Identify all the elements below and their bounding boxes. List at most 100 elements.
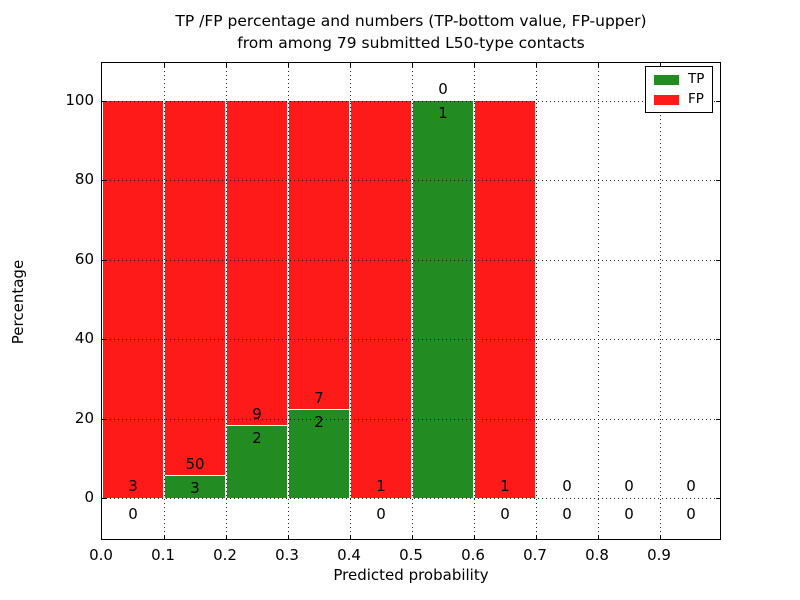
tp-count-label: 0 xyxy=(128,505,138,523)
bar-fp-segment xyxy=(289,101,349,409)
gridline-horizontal xyxy=(102,101,720,102)
legend: TP FP xyxy=(645,66,714,113)
tick-mark xyxy=(474,63,475,67)
fp-count-label: 0 xyxy=(438,80,448,98)
tick-mark xyxy=(102,101,106,102)
fp-count-label: 3 xyxy=(128,477,138,495)
tp-count-label: 0 xyxy=(624,505,634,523)
tick-mark xyxy=(598,535,599,539)
bar-tp-segment xyxy=(165,475,225,498)
gridline-vertical xyxy=(412,63,413,539)
x-tick-label: 0.4 xyxy=(337,546,361,564)
x-tick-label: 0.7 xyxy=(523,546,547,564)
x-tick-label: 0.6 xyxy=(461,546,485,564)
y-tick-label: 100 xyxy=(65,91,94,109)
tp-count-label: 2 xyxy=(252,428,262,447)
tp-count-label: 1 xyxy=(438,104,448,122)
tick-mark xyxy=(164,535,165,539)
chart-title-line-1: TP /FP percentage and numbers (TP-bottom… xyxy=(175,12,647,30)
tick-mark xyxy=(102,180,106,182)
gridline-vertical xyxy=(474,63,475,539)
tick-mark xyxy=(536,535,537,539)
fp-count-label: 0 xyxy=(562,477,572,495)
tp-count-label: 3 xyxy=(190,478,200,497)
tick-mark xyxy=(716,339,720,341)
tick-mark xyxy=(350,63,351,67)
fp-count-label: 7 xyxy=(314,388,324,407)
bar-fp-segment xyxy=(165,101,225,475)
tick-mark xyxy=(716,418,720,420)
gridline-vertical xyxy=(164,63,165,539)
tp-count-label: 2 xyxy=(314,412,324,431)
bar-fp-segment xyxy=(227,101,287,425)
bar-fp-segment xyxy=(475,101,535,498)
plot-area: 3 0 50 3 9 2 7 2 1 0 0 1 1 0 0 0 0 0 0 0 xyxy=(101,62,721,540)
bar-fp-segment xyxy=(103,101,163,498)
gridline-vertical xyxy=(536,63,537,539)
gridline-horizontal xyxy=(102,180,720,182)
tick-mark xyxy=(660,63,661,67)
bar-tp-segment xyxy=(289,409,349,498)
y-tick-label: 0 xyxy=(84,488,94,506)
tick-mark xyxy=(598,63,599,67)
chart-title-line-2: from among 79 submitted L50-type contact… xyxy=(237,34,585,52)
chart-title: TP /FP percentage and numbers (TP-bottom… xyxy=(101,10,721,54)
fp-count-label: 50 xyxy=(185,454,205,473)
gridline-horizontal xyxy=(102,498,720,499)
tick-mark xyxy=(536,63,537,67)
tick-mark xyxy=(164,63,165,67)
y-tick-label: 80 xyxy=(74,170,94,189)
tick-mark xyxy=(226,63,227,67)
legend-entry-fp: FP xyxy=(654,92,704,107)
x-tick-label: 0.0 xyxy=(89,546,113,564)
x-tick-label: 0.8 xyxy=(585,546,609,564)
x-tick-label: 0.9 xyxy=(647,546,671,564)
legend-swatch-fp xyxy=(654,94,679,105)
tick-mark xyxy=(226,535,227,539)
tick-mark xyxy=(102,259,106,261)
bar-tp-segment xyxy=(227,425,287,498)
legend-label-fp: FP xyxy=(688,91,704,107)
x-tick-label: 0.2 xyxy=(213,546,237,564)
tick-mark xyxy=(716,259,720,261)
tick-mark xyxy=(102,418,106,420)
y-tick-label: 40 xyxy=(74,329,94,348)
bar-tp-segment xyxy=(413,101,473,498)
tp-count-label: 0 xyxy=(562,505,572,523)
legend-label-tp: TP xyxy=(688,71,705,87)
gridline-vertical xyxy=(598,63,599,539)
fp-count-label: 1 xyxy=(376,477,386,495)
y-axis-label: Percentage xyxy=(9,259,27,345)
bar-fp-segment xyxy=(351,101,411,498)
tick-mark xyxy=(660,535,661,539)
fp-count-label: 1 xyxy=(500,477,510,495)
gridline-vertical xyxy=(350,63,351,539)
tp-count-label: 0 xyxy=(376,505,386,523)
tick-mark xyxy=(474,535,475,539)
y-tick-label: 60 xyxy=(74,249,94,268)
x-tick-label: 0.1 xyxy=(151,546,175,564)
tick-mark xyxy=(716,101,720,102)
x-tick-label: 0.5 xyxy=(399,546,423,564)
x-tick-label: 0.3 xyxy=(275,546,299,564)
gridline-vertical xyxy=(660,63,661,539)
tick-mark xyxy=(102,339,106,341)
gridline-horizontal xyxy=(102,339,720,341)
gridline-vertical xyxy=(288,63,289,539)
tick-mark xyxy=(716,180,720,182)
fp-count-label: 9 xyxy=(252,404,262,423)
gridline-horizontal xyxy=(102,259,720,261)
tp-count-label: 0 xyxy=(500,505,510,523)
tick-mark xyxy=(102,498,106,499)
gridline-horizontal xyxy=(102,418,720,420)
tick-mark xyxy=(716,498,720,499)
x-axis-label: Predicted probability xyxy=(333,566,489,584)
fp-count-label: 0 xyxy=(686,477,696,495)
tick-mark xyxy=(288,535,289,539)
tick-mark xyxy=(288,63,289,67)
gridline-vertical xyxy=(226,63,227,539)
fp-count-label: 0 xyxy=(624,477,634,495)
tick-mark xyxy=(412,535,413,539)
y-tick-label: 20 xyxy=(74,408,94,427)
